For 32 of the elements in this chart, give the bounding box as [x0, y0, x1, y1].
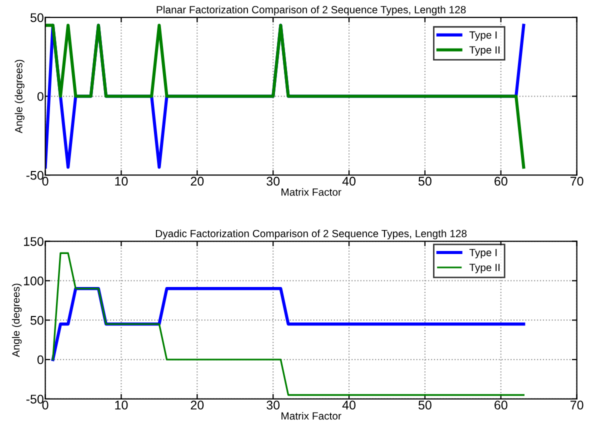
legend-label: Type II [469, 46, 500, 56]
y-tick-label: 100 [24, 276, 44, 286]
x-tick-label: 50 [418, 176, 432, 186]
legend-label: Type I [469, 31, 497, 41]
y-axis-title: Angle (degrees) [12, 284, 22, 358]
x-tick-label: 10 [115, 400, 128, 410]
x-axis-title: Matrix Factor [282, 412, 342, 420]
x-tick-label: 50 [418, 400, 432, 410]
x-tick-label: 30 [266, 400, 280, 410]
x-tick-label: 20 [190, 176, 204, 186]
y-axis-title: Angle (degrees) [14, 60, 24, 134]
x-tick-label: 20 [190, 400, 204, 410]
x-tick-label: 60 [494, 176, 508, 186]
y-tick-label: -50 [26, 170, 44, 180]
y-tick-label: 0 [37, 92, 44, 101]
x-axis-title: Matrix Factor [282, 188, 342, 196]
y-tick-label: -50 [26, 394, 44, 404]
x-tick-label: 30 [266, 176, 280, 186]
x-tick-label: 70 [570, 400, 584, 410]
x-tick-label: 40 [342, 400, 356, 410]
legend-label: Type II [469, 264, 500, 274]
y-tick-label: 0 [37, 355, 44, 364]
chart-title: Dyadic Factorization Comparison of 2 Sequence Types, Length 128 [156, 230, 467, 240]
x-tick-label: 60 [494, 400, 508, 410]
x-tick-label: 70 [570, 176, 584, 186]
x-tick-label: 40 [342, 176, 356, 186]
x-tick-label: 10 [115, 176, 128, 186]
legend-label: Type I [469, 248, 497, 258]
y-tick-label: 50 [30, 316, 44, 325]
y-tick-label: 50 [30, 13, 44, 22]
chart-title: Planar Factorization Comparison of 2 Sequence Types, Length 128 [156, 6, 466, 16]
y-tick-label: 150 [24, 237, 44, 246]
